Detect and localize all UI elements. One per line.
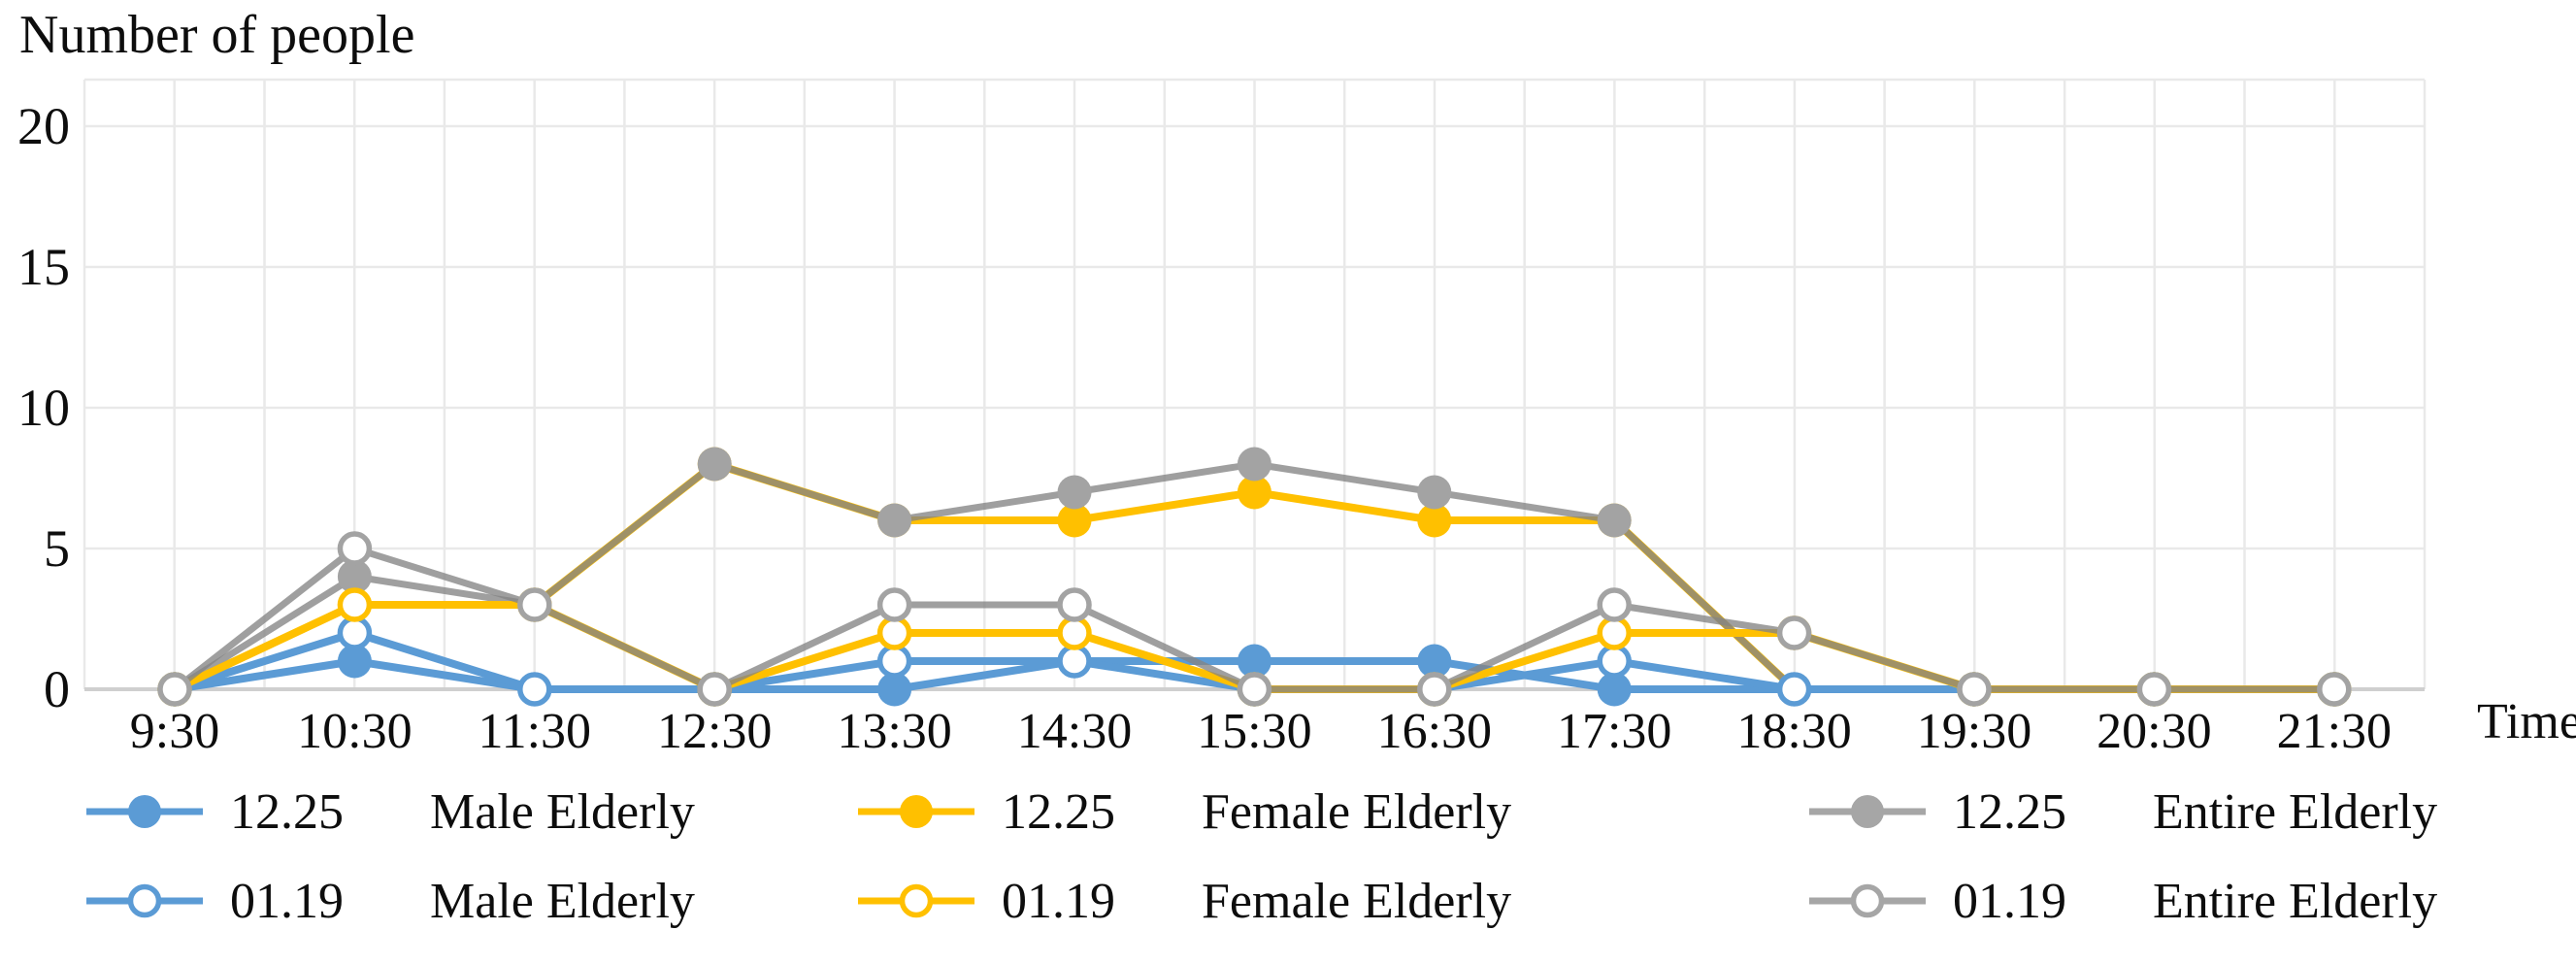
legend-item: 12.25 Male Elderly	[83, 777, 695, 847]
legend-date: 12.25	[230, 783, 344, 840]
data-point	[337, 559, 372, 594]
legend-marker-icon	[858, 883, 974, 918]
x-tick-label: 14:30	[1017, 704, 1132, 759]
x-axis-title: Time	[2477, 694, 2576, 749]
legend-item: 12.25 Female Elderly	[854, 777, 1511, 847]
legend-marker-icon	[1809, 795, 1926, 828]
y-tick-label: 10	[17, 379, 70, 437]
x-tick-label: 21:30	[2277, 704, 2392, 759]
x-tick-label: 9:30	[130, 704, 219, 759]
chart-plot: 0 5 10 15 20 9:30 10:30 11:30 12:30 13:30 14:30 15:…	[17, 78, 2427, 759]
data-point	[877, 503, 912, 538]
data-point	[1057, 615, 1092, 650]
x-tick-label: 18:30	[1736, 704, 1851, 759]
x-tick-label: 16:30	[1377, 704, 1492, 759]
legend-marker-icon	[86, 883, 203, 918]
legend-marker-icon	[858, 795, 974, 828]
legend-date: 01.19	[1002, 873, 1115, 929]
data-point	[337, 644, 372, 679]
data-point	[1776, 615, 1812, 650]
x-tick-label: 20:30	[2097, 704, 2211, 759]
data-point	[1237, 672, 1272, 707]
legend-series-name: Female Elderly	[1202, 783, 1512, 840]
data-point	[1776, 672, 1812, 707]
legend-marker-icon	[1809, 883, 1926, 918]
legend-series-name: Entire Elderly	[2153, 873, 2438, 929]
x-tick-label: 12:30	[657, 704, 772, 759]
data-point	[1057, 475, 1092, 510]
data-point	[1057, 587, 1092, 622]
legend-series-name: Entire Elderly	[2153, 783, 2438, 840]
data-point	[697, 672, 732, 707]
legend-item: 12.25 Entire Elderly	[1805, 777, 2437, 847]
legend-series-name: Male Elderly	[430, 783, 695, 840]
legend-date: 01.19	[1953, 873, 2066, 929]
x-tick-label: 11:30	[479, 704, 592, 759]
data-point	[1237, 644, 1271, 679]
x-tick-label: 13:30	[837, 704, 951, 759]
data-point	[157, 672, 192, 707]
data-point	[2317, 672, 2352, 707]
data-point	[1597, 587, 1632, 622]
y-tick-label: 5	[44, 519, 70, 578]
y-tick-label: 20	[17, 97, 70, 155]
data-point	[1417, 503, 1452, 538]
legend-marker-icon	[86, 795, 203, 828]
x-tick-label: 19:30	[1917, 704, 2031, 759]
x-tick-label: 15:30	[1197, 704, 1311, 759]
data-point	[1597, 503, 1632, 538]
data-point	[1237, 475, 1271, 510]
x-tick-label: 17:30	[1557, 704, 1671, 759]
data-point	[1417, 475, 1452, 510]
data-point	[337, 531, 373, 566]
data-point	[1417, 644, 1452, 679]
legend-item: 01.19 Male Elderly	[83, 866, 695, 936]
data-point	[876, 644, 912, 679]
data-point	[1597, 615, 1632, 650]
data-point	[517, 587, 552, 622]
legend-date: 12.25	[1002, 783, 1115, 840]
y-tick-label: 0	[44, 660, 70, 718]
data-point	[1237, 447, 1271, 482]
data-point	[2136, 672, 2172, 707]
data-point	[1417, 672, 1452, 707]
legend-item: 01.19 Entire Elderly	[1805, 866, 2437, 936]
data-point	[337, 587, 373, 622]
data-point	[337, 615, 373, 650]
x-tick-label: 10:30	[297, 704, 412, 759]
legend-item: 01.19 Female Elderly	[854, 866, 1511, 936]
data-point	[517, 672, 552, 707]
data-point	[1597, 672, 1632, 707]
y-axis-title: Number of people	[19, 5, 415, 65]
legend-date: 01.19	[230, 873, 344, 929]
legend-series-name: Male Elderly	[430, 873, 695, 929]
y-tick-label: 15	[17, 238, 70, 296]
data-point	[876, 615, 912, 650]
data-point	[1057, 503, 1092, 538]
data-point	[697, 447, 732, 482]
legend-series-name: Female Elderly	[1202, 873, 1512, 929]
data-point	[876, 587, 912, 622]
data-point	[877, 672, 912, 707]
data-point	[1057, 644, 1092, 679]
data-point	[1597, 644, 1632, 679]
data-point	[1957, 672, 1992, 707]
legend-date: 12.25	[1953, 783, 2066, 840]
